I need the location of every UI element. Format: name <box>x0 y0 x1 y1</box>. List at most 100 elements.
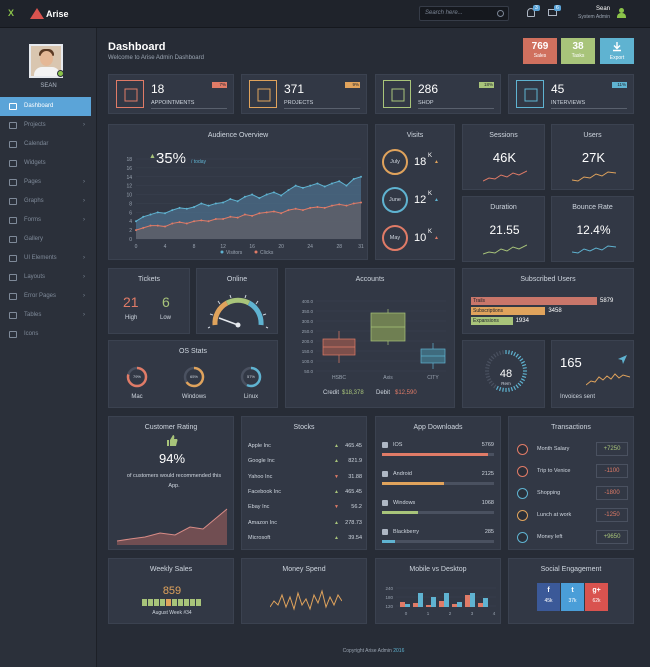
weekly-bar <box>154 599 159 606</box>
transaction-row[interactable]: Lunch at work -1250 <box>509 508 635 524</box>
sidebar-item-dashboard[interactable]: Dashboard <box>0 97 91 116</box>
stock-row[interactable]: Microsoft ▲ 39.54 <box>242 535 368 547</box>
stock-row[interactable]: Google Inc ▲ 821.9 <box>242 458 368 470</box>
tasks-button[interactable]: 38 Tasks <box>561 38 595 64</box>
messages-badge: 6 <box>554 5 561 11</box>
stock-value: 465.45 <box>345 488 362 495</box>
stat-icon <box>516 80 544 108</box>
stat-flag: 9% <box>345 82 360 88</box>
sidebar-item-pages[interactable]: Pages › <box>0 173 97 192</box>
series-line-visitors <box>135 176 362 222</box>
ios-icon <box>382 442 388 448</box>
weekly-bar <box>190 599 195 606</box>
sales-button[interactable]: 769 Sales <box>523 38 557 64</box>
export-button[interactable]: Export <box>600 38 634 64</box>
social-card-0[interactable]: f 45k <box>537 583 560 611</box>
os-percent: 57% <box>246 374 255 379</box>
transaction-row[interactable]: Money left +9650 <box>509 530 635 546</box>
stat-label: INTERVIEWS <box>551 100 586 106</box>
bar-desktop <box>444 593 449 607</box>
search-input[interactable]: Search here... <box>419 6 509 21</box>
transaction-row[interactable]: Trip to Venice -1100 <box>509 464 635 480</box>
sidebar-item-ui-elements[interactable]: UI Elements › <box>0 249 97 268</box>
transaction-row[interactable]: Shopping -1800 <box>509 486 635 502</box>
sidebar-item-icons[interactable]: Icons <box>0 325 97 344</box>
stat-divider <box>551 108 627 109</box>
stat-card-appointments[interactable]: 18 APPOINTMENTS 7% <box>108 74 234 114</box>
data-point <box>229 215 232 218</box>
stock-row[interactable]: Apple Inc ▲ 465.45 <box>242 443 368 455</box>
visits-ring-june: June <box>382 187 408 213</box>
y-tick-label: 180 <box>385 595 393 600</box>
stat-card-projects[interactable]: 371 PROJECTS 9% <box>241 74 367 114</box>
sidebar-item-widgets[interactable]: Widgets <box>0 154 97 173</box>
data-point <box>207 204 210 207</box>
search-icon[interactable] <box>497 10 504 17</box>
invoices-value: 165 <box>560 355 582 370</box>
menu-toggle-icon[interactable]: X <box>8 8 15 18</box>
sidebar-item-layouts[interactable]: Layouts › <box>0 268 97 287</box>
sidebar-item-projects[interactable]: Projects › <box>0 116 97 135</box>
user-icon[interactable] <box>617 8 626 18</box>
sidebar-item-calendar[interactable]: Calendar <box>0 135 97 154</box>
stat-flag: 11% <box>612 82 627 88</box>
money-title: Money Spend <box>282 566 326 573</box>
stat-icon <box>383 80 411 108</box>
y-tick-label: 50.0 <box>304 369 313 374</box>
brand-name[interactable]: Arise <box>46 9 69 19</box>
x-tick-label: 3 <box>471 611 474 616</box>
sidebar-item-error-pages[interactable]: Error Pages › <box>0 287 97 306</box>
social-card-1[interactable]: t 37k <box>561 583 584 611</box>
nav-icon <box>9 179 17 186</box>
data-point <box>272 191 275 194</box>
stat-label: APPOINTMENTS <box>151 100 195 106</box>
duration-sparkline <box>483 244 527 255</box>
sidebar-item-forms[interactable]: Forms › <box>0 211 97 230</box>
bar-mobile <box>426 605 431 607</box>
customer-rating-panel: Customer Rating 94% of customers would r… <box>108 416 234 550</box>
stat-icon <box>116 80 144 108</box>
x-tick-label: 31 <box>358 244 364 250</box>
transaction-row[interactable]: Month Salary +7250 <box>509 442 635 458</box>
user-name[interactable]: Sean <box>595 6 610 12</box>
data-point <box>171 222 174 225</box>
ring-tick <box>485 375 491 379</box>
bar-desktop <box>457 602 462 607</box>
nav-icon <box>9 103 17 110</box>
stock-row[interactable]: Amazon Inc ▲ 278.73 <box>242 520 368 532</box>
sidebar-item-graphs[interactable]: Graphs › <box>0 192 97 211</box>
weekly-bar <box>148 599 153 606</box>
alerts-badge: 3 <box>533 5 540 11</box>
visits-month: June <box>389 197 401 203</box>
trend-up-icon: ▲ <box>334 519 339 526</box>
export-label: Export <box>609 55 625 61</box>
weekly-bar <box>178 599 183 606</box>
sidebar-item-gallery[interactable]: Gallery <box>0 230 97 249</box>
sidebar-item-tables[interactable]: Tables › <box>0 306 97 325</box>
tickets-panel: Tickets 21 High 6 Low <box>108 268 190 334</box>
data-point <box>272 210 275 213</box>
data-point <box>236 200 239 203</box>
stat-card-shop[interactable]: 286 SHOP 18% <box>375 74 501 114</box>
stock-row[interactable]: Ebay Inc ▼ 56.2 <box>242 504 368 516</box>
rating-text: of customers would recommended this App. <box>126 473 222 489</box>
social-card-2[interactable]: g+ 62k <box>585 583 608 611</box>
data-point <box>265 193 268 196</box>
brand-logo-icon <box>30 8 44 19</box>
download-value: 1068 <box>481 500 494 506</box>
debit-value: $12,590 <box>395 390 417 396</box>
bell-icon[interactable] <box>527 8 535 17</box>
data-point <box>142 215 145 218</box>
stock-name: Facebook Inc <box>248 488 282 495</box>
chevron-right-icon: › <box>83 312 85 318</box>
data-point <box>185 222 188 225</box>
stock-name: Amazon Inc <box>248 519 278 526</box>
accounts-panel: Accounts 400.0 350.0 300.0 250.0 200.0 150.0 1… <box>285 268 455 408</box>
y-tick-label: 400.0 <box>302 299 314 304</box>
stock-row[interactable]: Yahoo Inc ▼ 31.88 <box>242 474 368 486</box>
stock-row[interactable]: Facebook Inc ▲ 465.45 <box>242 489 368 501</box>
stat-card-interviews[interactable]: 45 INTERVIEWS 11% <box>508 74 634 114</box>
mail-icon[interactable] <box>548 9 557 16</box>
footer-year[interactable]: 2016 <box>393 648 405 654</box>
data-point <box>287 209 290 212</box>
